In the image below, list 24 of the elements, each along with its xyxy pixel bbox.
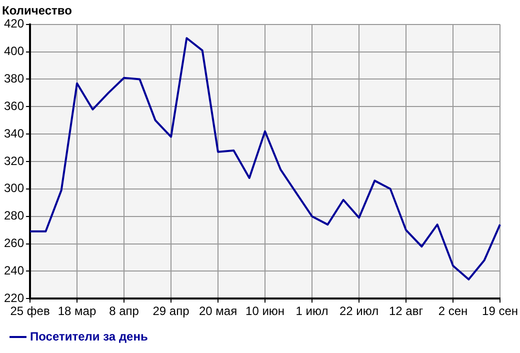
y-tick-label: 260 [4, 236, 24, 250]
y-tick-label: 320 [4, 154, 24, 168]
y-tick-label: 220 [4, 290, 24, 305]
x-tick-label: 19 сен [482, 304, 518, 318]
x-tick-label: 29 апр [152, 304, 190, 318]
y-tick-label: 400 [4, 44, 24, 58]
x-tick-label: 12 авг [388, 304, 424, 318]
y-tick-label: 300 [4, 181, 24, 196]
legend-label: Посетители за день [30, 329, 148, 344]
y-axis-title: Количество [2, 4, 72, 18]
y-tick-label: 380 [4, 72, 24, 86]
x-tick-label: 25 фев [10, 304, 50, 318]
y-tick-label: 240 [4, 263, 24, 278]
x-tick-label: 20 мая [198, 304, 238, 318]
y-tick-label: 280 [4, 208, 24, 223]
y-tick-label: 420 [4, 16, 24, 31]
x-tick-label: 1 июл [296, 304, 328, 318]
x-tick-label: 2 сен [438, 304, 468, 318]
x-tick-label: 18 мар [58, 304, 96, 318]
x-tick-label: 8 апр [109, 304, 140, 318]
x-tick-label: 22 июл [339, 304, 379, 318]
y-tick-label: 360 [4, 98, 24, 113]
x-tick-label: 10 июн [246, 304, 285, 318]
y-tick-label: 340 [4, 126, 24, 140]
